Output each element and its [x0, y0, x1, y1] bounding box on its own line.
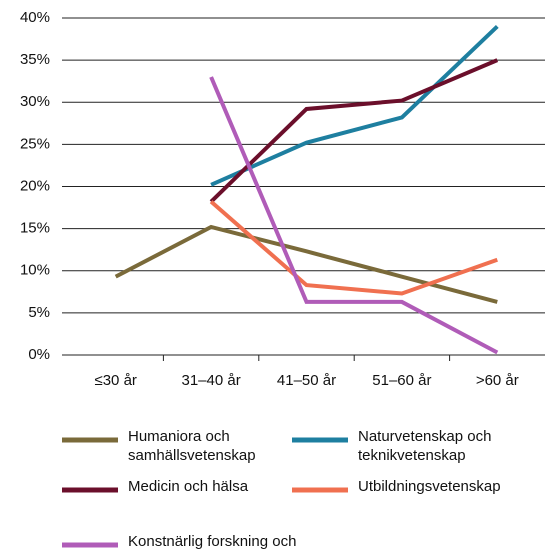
series-line [209, 58, 499, 204]
y-tick-label: 10% [20, 262, 50, 279]
y-tick-label: 5% [28, 304, 50, 321]
y-tick-label: 15% [20, 220, 50, 237]
y-tick-label: 0% [28, 346, 50, 363]
legend-label: Medicin och hälsa [128, 478, 249, 495]
y-tick-label: 40% [20, 9, 50, 26]
series-line [210, 24, 499, 187]
x-tick-label: >60 år [476, 372, 519, 389]
y-tick-label: 30% [20, 93, 50, 110]
x-tick-label: 51–60 år [372, 372, 431, 389]
series-line [114, 224, 498, 304]
series-line [209, 200, 498, 296]
legend-label: Humaniora och samhällsvetenskap [128, 428, 256, 464]
x-tick-label: ≤30 år [94, 372, 136, 389]
series-line [209, 76, 499, 355]
legend-label: Konstnärlig forskning och utveckling [128, 533, 297, 553]
y-tick-label: 20% [20, 177, 50, 194]
x-tick-label: 41–50 år [277, 372, 336, 389]
x-tick-label: 31–40 år [181, 372, 240, 389]
y-tick-label: 25% [20, 135, 50, 152]
legend-label: Utbildningsvetenskap [358, 478, 501, 495]
y-tick-label: 35% [20, 51, 50, 68]
legend-label: Naturvetenskap och teknikvetenskap [358, 428, 492, 464]
